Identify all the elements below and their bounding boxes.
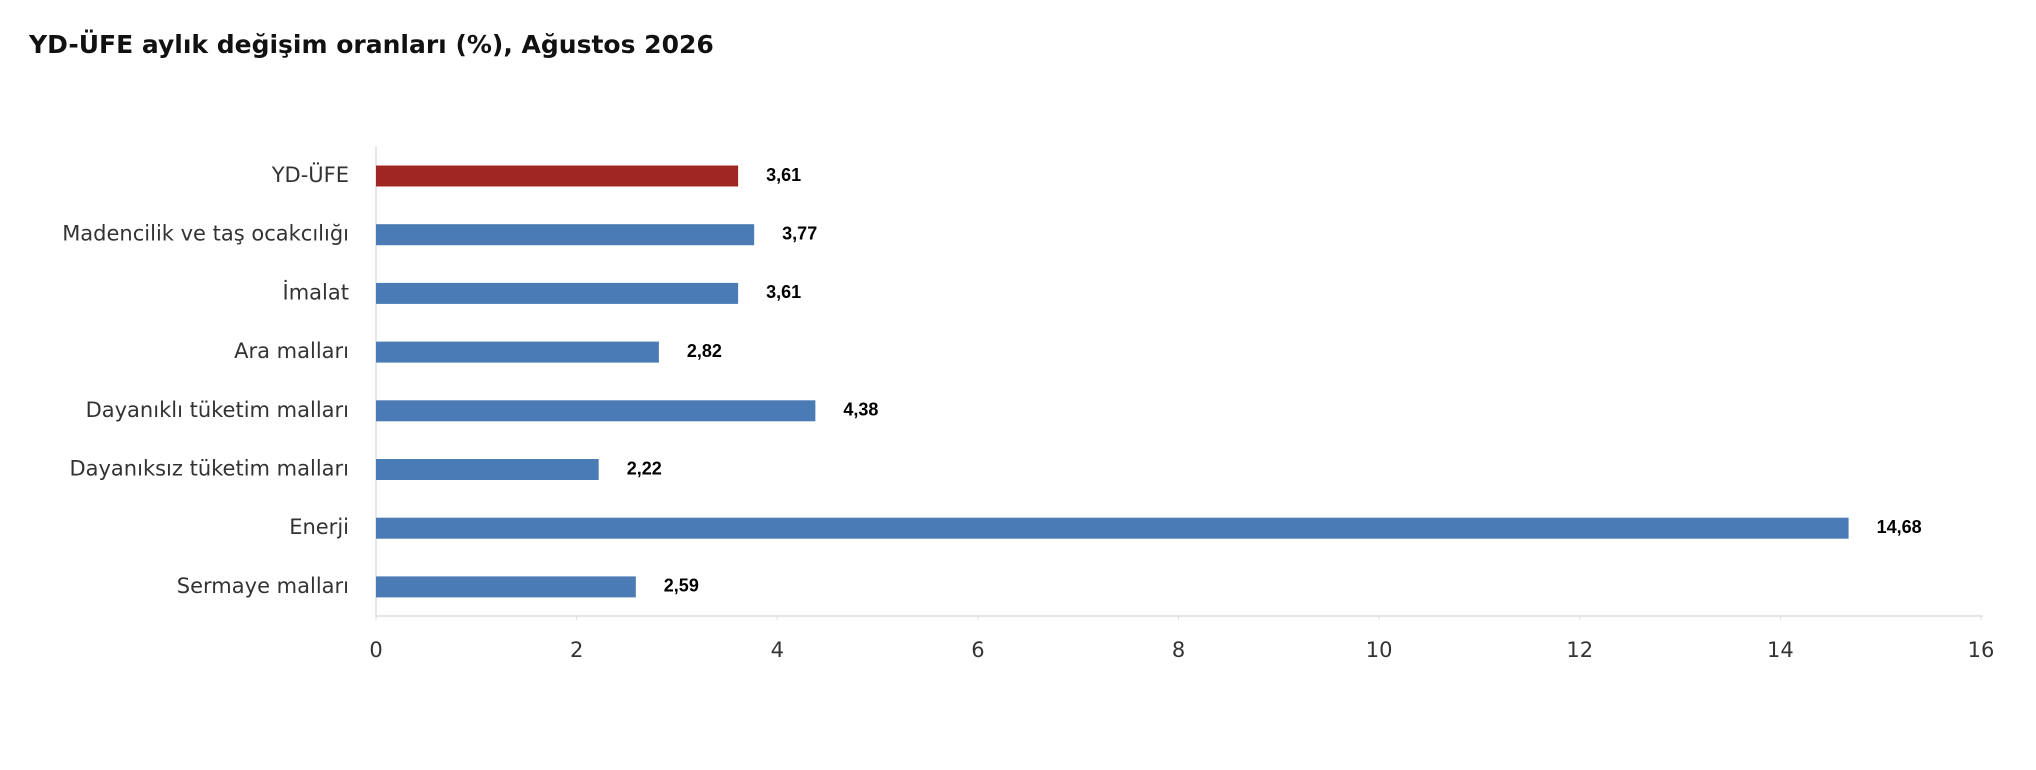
category-label: Dayanıksız tüketim malları [69, 457, 349, 481]
value-label: 3,61 [766, 282, 801, 302]
value-label: 3,61 [766, 165, 801, 185]
bar [376, 400, 816, 422]
category-label: Enerji [289, 515, 349, 539]
x-tick-label: 12 [1566, 638, 1593, 662]
bar [376, 282, 739, 304]
x-tick-label: 2 [570, 638, 583, 662]
category-label: Sermaye malları [177, 574, 349, 598]
chart-title: YD-ÜFE aylık değişim oranları (%), Ağust… [28, 29, 714, 59]
value-label: 2,22 [627, 458, 662, 478]
category-label: İmalat [283, 279, 349, 304]
bar [376, 517, 1849, 539]
category-label: Madencilik ve taş ocakcılığı [62, 222, 349, 246]
x-tick-label: 10 [1366, 638, 1393, 662]
x-tick-label: 0 [369, 638, 382, 662]
bar [376, 576, 636, 598]
bar [376, 459, 599, 480]
value-label: 2,59 [664, 576, 699, 596]
bar [376, 341, 659, 363]
value-label: 14,68 [1877, 517, 1922, 537]
bar [376, 224, 755, 246]
category-label: YD-ÜFE [271, 162, 349, 187]
value-label: 3,77 [782, 223, 817, 243]
x-tick-label: 8 [1172, 638, 1185, 662]
bar [376, 165, 739, 187]
category-label: Ara malları [234, 339, 349, 363]
value-label: 4,38 [843, 400, 878, 420]
x-tick-label: 4 [771, 638, 784, 662]
category-label: Dayanıklı tüketim malları [86, 398, 349, 422]
value-label: 2,82 [687, 341, 722, 361]
x-tick-label: 16 [1968, 638, 1995, 662]
x-tick-label: 14 [1767, 638, 1794, 662]
x-tick-label: 6 [971, 638, 984, 662]
